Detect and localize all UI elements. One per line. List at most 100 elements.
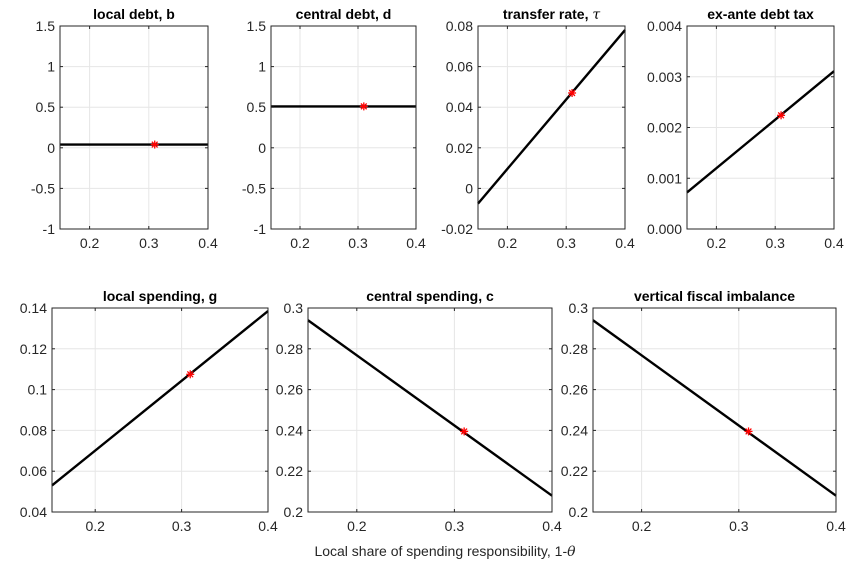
- marker-point: [150, 140, 159, 149]
- y-tick-label: 0.3: [569, 300, 589, 316]
- marker-point: [359, 102, 368, 111]
- y-tick-label: 0.5: [36, 99, 56, 115]
- y-tick-label: 0: [47, 140, 55, 156]
- y-tick-label: 0.02: [446, 140, 473, 156]
- subplot-4: 0.2 0.3 0.4 0.000 0.001 0.002 0.003 0.004 ex-ant…: [647, 6, 844, 251]
- y-tick-label: 1.5: [247, 18, 267, 34]
- subplot-5: 0.2 0.3 0.4 0.04 0.06 0.08 0.1 0.12 0.14 local sp…: [20, 288, 278, 534]
- x-tick-label: 0.2: [632, 518, 652, 534]
- y-tick-label: 0.1: [28, 382, 48, 398]
- x-tick-label: 0.3: [348, 235, 368, 251]
- axes-box: [477, 25, 626, 230]
- y-tick-label: 0.003: [647, 69, 682, 85]
- subplot-title: central spending, c: [366, 288, 494, 304]
- axes-box: [270, 25, 417, 230]
- x-tick-label: 0.3: [172, 518, 192, 534]
- series-line: [51, 310, 269, 487]
- y-tick-label: 0.26: [276, 382, 303, 398]
- subplot-title: transfer rate, τ: [503, 6, 600, 23]
- subplot-6: 0.2 0.3 0.4 0.2 0.22 0.24 0.26 0.28 0.3 central s…: [276, 288, 562, 534]
- axes-box: [592, 307, 837, 513]
- y-tick-label: 1.5: [36, 18, 56, 34]
- x-tick-label: 0.2: [347, 518, 367, 534]
- x-tick-label: 0.4: [258, 518, 278, 534]
- y-tick-label: 0.06: [20, 463, 47, 479]
- plot-area: [271, 26, 416, 229]
- subplot-2: 0.2 0.3 0.4 -1 -0.5 0 0.5 1 1.5 central debt, d: [242, 6, 426, 251]
- y-tick-label: 0.22: [561, 463, 588, 479]
- x-axis-label: Local share of spending responsibility, …: [314, 543, 576, 560]
- subplot-title: central debt, d: [296, 6, 392, 22]
- y-tick-label: 0.28: [561, 341, 588, 357]
- y-tick-label: 0.24: [276, 422, 303, 438]
- y-tick-label: 1: [47, 59, 55, 75]
- plot-area: [60, 26, 208, 229]
- y-tick-label: -1: [254, 221, 267, 237]
- y-tick-label: 0.12: [20, 341, 47, 357]
- marker-point: [777, 111, 786, 120]
- y-tick-label: 0.04: [446, 99, 473, 115]
- series-line: [477, 29, 626, 205]
- y-tick-label: -1: [43, 221, 56, 237]
- x-tick-label: 0.4: [198, 235, 218, 251]
- y-tick-label: 0.001: [647, 170, 682, 186]
- marker-point: [186, 370, 195, 379]
- x-tick-label: 0.2: [290, 235, 310, 251]
- axes-box: [307, 307, 553, 513]
- y-tick-label: 0.28: [276, 341, 303, 357]
- y-tick-label: -0.5: [242, 180, 266, 196]
- axes-box: [59, 25, 209, 230]
- plot-area: [593, 308, 836, 512]
- y-tick-label: 0.000: [647, 221, 682, 237]
- y-tick-label: -0.5: [31, 180, 55, 196]
- x-tick-label: 0.2: [80, 235, 100, 251]
- x-tick-label: 0.2: [85, 518, 105, 534]
- plot-area: [52, 308, 268, 512]
- x-tick-label: 0.3: [556, 235, 576, 251]
- x-tick-label: 0.3: [765, 235, 785, 251]
- y-tick-label: 0.06: [446, 59, 473, 75]
- plot-area: [308, 308, 552, 512]
- x-tick-label: 0.3: [729, 518, 749, 534]
- y-tick-label: 0: [465, 180, 473, 196]
- marker-point: [460, 427, 469, 436]
- marker-point: [744, 427, 753, 436]
- y-tick-label: 0.3: [284, 300, 304, 316]
- y-tick-label: 0.2: [569, 504, 589, 520]
- y-tick-label: 0.004: [647, 18, 682, 34]
- y-tick-label: -0.02: [441, 221, 473, 237]
- subplot-title: ex-ante debt tax: [707, 6, 814, 22]
- subplot-7: 0.2 0.3 0.4 0.2 0.22 0.24 0.26 0.28 0.3 vertical …: [561, 288, 846, 534]
- y-tick-label: 0.04: [20, 504, 47, 520]
- y-tick-label: 1: [258, 59, 266, 75]
- y-tick-label: 0.14: [20, 300, 47, 316]
- subplot-title: local spending, g: [103, 288, 217, 304]
- marker-point: [568, 88, 577, 97]
- series-line: [686, 70, 835, 194]
- x-tick-label: 0.3: [445, 518, 465, 534]
- subplot-title: vertical fiscal imbalance: [634, 288, 795, 304]
- y-tick-label: 0.26: [561, 382, 588, 398]
- x-tick-label: 0.4: [826, 518, 846, 534]
- x-tick-label: 0.4: [542, 518, 562, 534]
- x-tick-label: 0.4: [615, 235, 635, 251]
- x-tick-label: 0.4: [824, 235, 844, 251]
- y-tick-label: 0.24: [561, 422, 588, 438]
- series-line: [592, 319, 837, 497]
- subplot-title: local debt, b: [93, 6, 175, 22]
- y-tick-label: 0.2: [284, 504, 304, 520]
- axes-box: [51, 307, 269, 513]
- x-tick-label: 0.3: [139, 235, 159, 251]
- subplot-3: 0.2 0.3 0.4 -0.02 0 0.02 0.04 0.06 0.08 transfer …: [441, 6, 635, 251]
- x-tick-label: 0.4: [406, 235, 426, 251]
- y-tick-label: 0.5: [247, 99, 267, 115]
- x-tick-label: 0.2: [498, 235, 518, 251]
- y-tick-label: 0.002: [647, 120, 682, 136]
- series-line: [307, 319, 553, 497]
- y-tick-label: 0.22: [276, 463, 303, 479]
- y-tick-label: 0.08: [446, 18, 473, 34]
- y-tick-label: 0: [258, 140, 266, 156]
- y-tick-label: 0.08: [20, 422, 47, 438]
- x-tick-label: 0.2: [707, 235, 727, 251]
